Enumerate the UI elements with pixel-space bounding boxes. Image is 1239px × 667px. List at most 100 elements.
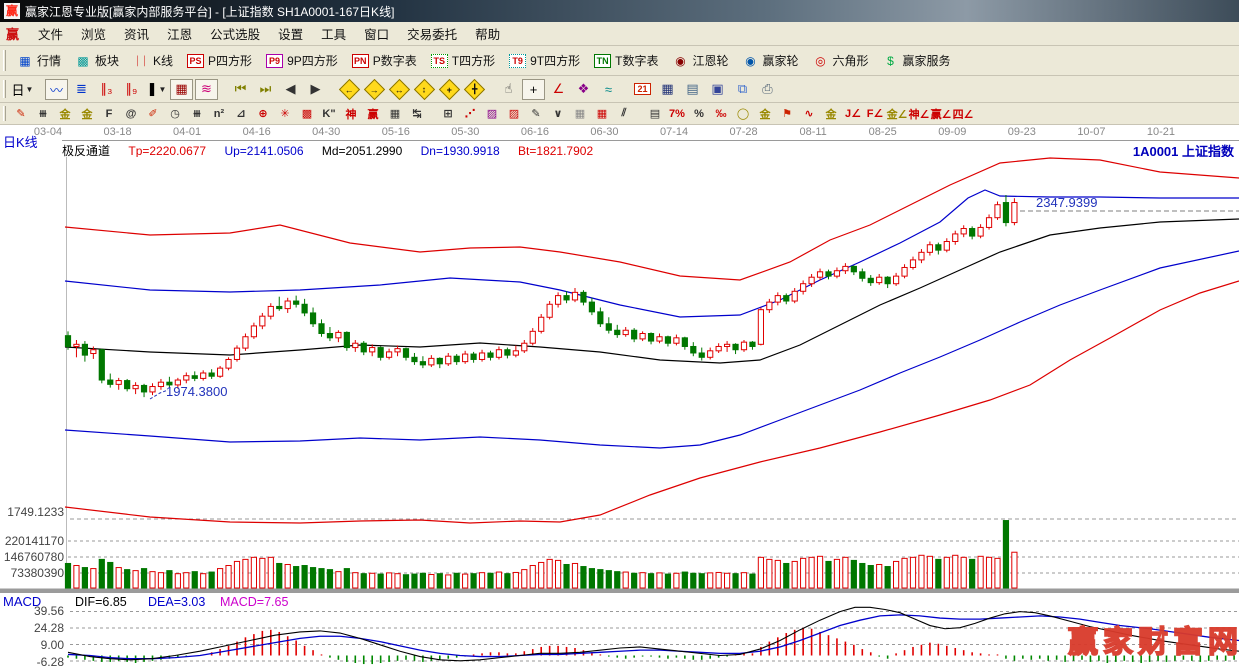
toolbar-quotes-button[interactable]: ▦ 行情 (10, 50, 68, 71)
drawing-tool-2[interactable]: 金 (59, 108, 71, 121)
prev-bar-button[interactable]: ◀ (279, 79, 302, 100)
kline-9-button[interactable]: ∥₉ (120, 79, 143, 100)
lattice-pane-button[interactable]: ▦ (170, 78, 193, 100)
drawing-tool-8[interactable]: ⧻ (192, 108, 202, 120)
drawing-tool-10[interactable]: ⊿ (236, 108, 246, 120)
drawing-tool-42[interactable]: 神∠ (908, 108, 930, 121)
menu-窗口[interactable]: 窗口 (364, 28, 390, 42)
drawing-tool-28[interactable]: ⫽ (621, 107, 627, 119)
toolbar-winner-service-button[interactable]: $ 赢家服务 (876, 50, 958, 71)
menu-交易委托[interactable]: 交易委托 (407, 28, 458, 42)
drawing-tool-17[interactable]: ▦ (389, 108, 401, 120)
notes-button[interactable]: ▤ (681, 79, 704, 100)
drawing-tool-40[interactable]: F∠ (866, 108, 884, 120)
toolbar-p-square-button[interactable]: PS P四方形 (180, 50, 259, 71)
drawing-tool-14[interactable]: K" (322, 107, 336, 120)
toolbar-t-square-button[interactable]: TS T四方形 (424, 50, 502, 71)
hand-tool-button[interactable]: ☝ (497, 79, 520, 100)
kline-3-button[interactable]: ∥₃ (95, 79, 118, 100)
info-pane-button[interactable]: ≣ (70, 79, 93, 100)
title-bar[interactable]: 赢 赢家江恩专业版[赢家内部服务平台] - [上证指数 SH1A0001-167… (0, 0, 1239, 22)
network-button[interactable]: ⧉ (731, 79, 754, 100)
drawing-tool-6[interactable]: ✐ (148, 108, 158, 120)
drawing-tool-9[interactable]: n² (213, 107, 225, 120)
toolbar-t-table-button[interactable]: TN T数字表 (587, 50, 665, 71)
drawing-tool-32[interactable]: % (694, 107, 704, 120)
menu-公式选股[interactable]: 公式选股 (210, 28, 261, 42)
period-day-button[interactable]: 日 ▼ (11, 79, 34, 100)
drawing-tool-43[interactable]: 赢∠ (930, 108, 952, 121)
drawing-tool-1[interactable]: ⧻ (38, 108, 48, 120)
drawing-tool-18[interactable]: ↹ (412, 108, 422, 120)
drawing-tool-15[interactable]: 神 (345, 108, 357, 121)
drawing-tool-25[interactable]: ∨ (553, 108, 563, 120)
zoom-out-button[interactable]: ╋ (463, 78, 486, 100)
drawing-tool-41[interactable]: 金∠ (886, 108, 908, 121)
menu-帮助[interactable]: 帮助 (475, 28, 501, 42)
crosshair-tool-button[interactable]: + (522, 78, 545, 100)
drawing-tool-38[interactable]: 金 (825, 108, 837, 121)
angle-tool-button[interactable]: ∠ (547, 79, 570, 100)
drawing-tool-24[interactable]: ✎ (531, 108, 541, 120)
drawing-tool-4[interactable]: F (105, 107, 113, 120)
drawing-tool-33[interactable]: ‰ (715, 107, 727, 120)
drawing-tool-31[interactable]: 7% (669, 107, 685, 120)
calculator-button[interactable]: ▦ (656, 79, 679, 100)
drawing-tool-22[interactable]: ▨ (486, 108, 498, 120)
drawing-tool-26[interactable]: ▦ (574, 108, 586, 120)
save-button[interactable]: ▣ (706, 79, 729, 100)
next-bar-button[interactable]: ▶ (304, 79, 327, 100)
drawing-tool-3[interactable]: 金 (81, 108, 93, 121)
menu-江恩[interactable]: 江恩 (167, 28, 193, 42)
menu-浏览[interactable]: 浏览 (81, 28, 107, 42)
menu-工具[interactable]: 工具 (321, 28, 347, 42)
zoom-right-button[interactable]: → (363, 78, 386, 100)
zoom-left-button[interactable]: ← (338, 78, 361, 100)
zigzag-pane-button[interactable]: 〰 (45, 78, 68, 100)
toolbar-kline-button[interactable]: ᛁᛁ K线 (126, 50, 180, 71)
drawing-tool-20[interactable]: ⊞ (443, 108, 453, 120)
drawing-tool-27[interactable]: ▦ (596, 108, 608, 120)
drawing-tool-7[interactable]: ◷ (170, 108, 180, 120)
zoom-v-button[interactable]: ↕ (413, 78, 436, 100)
drawing-tool-44[interactable]: 四∠ (952, 108, 974, 121)
drawing-tool-23[interactable]: ▨ (508, 108, 520, 120)
menu-设置[interactable]: 设置 (278, 28, 304, 42)
toolbar-9p-square-button[interactable]: P9 9P四方形 (259, 50, 345, 71)
drawing-tool-37[interactable]: ∿ (804, 108, 814, 120)
drawing-tool-12[interactable]: ✳ (280, 108, 290, 120)
drawing-tool-0[interactable]: ✎ (16, 108, 26, 120)
gann-shape-tool-button[interactable]: ❖ (572, 79, 595, 100)
histogram-pane-button[interactable]: ≋ (195, 78, 218, 100)
toolbar-9t-square-button[interactable]: T9 9T四方形 (502, 50, 587, 71)
last-bar-button[interactable]: ⏭ (254, 79, 277, 100)
kline-chart[interactable] (0, 157, 1239, 667)
drawing-tool-34[interactable]: ◯ (736, 108, 750, 120)
toolbar-winner-wheel-button[interactable]: ◉ 赢家轮 (735, 50, 805, 71)
zoom-in-button[interactable]: + (438, 78, 461, 100)
menu-文件[interactable]: 文件 (38, 28, 64, 42)
print-button[interactable]: ⎙ (756, 79, 779, 100)
date-axis: 03-04 03-18 04-01 04-16 04-30 05-16 05-30 06-16… (0, 126, 1239, 141)
drawing-tool-11[interactable]: ⊕ (258, 108, 268, 120)
toolbar-sectors-button[interactable]: ▩ 板块 (68, 50, 126, 71)
drawing-tool-35[interactable]: 金 (759, 108, 771, 121)
drawing-tool-39[interactable]: J∠ (845, 108, 861, 120)
drawing-tool-5[interactable]: @ (125, 107, 137, 120)
toolbar-p-table-button[interactable]: PN P数字表 (345, 50, 424, 71)
zoom-h-button[interactable]: ↔ (388, 78, 411, 100)
menu-资讯[interactable]: 资讯 (124, 28, 150, 42)
drawing-tool-16[interactable]: 赢 (367, 108, 379, 121)
kline-icon: ᛁᛁ (133, 53, 149, 68)
drawing-tool-21[interactable]: ⋰ (464, 108, 476, 120)
chart-canvas[interactable]: 2347.9399 1974.3800 1749.1233 220141170 … (0, 157, 1239, 667)
calendar-button[interactable]: 21 (631, 79, 654, 100)
drawing-tool-13[interactable]: ▩ (301, 108, 313, 120)
first-bar-button[interactable]: ⏮ (229, 79, 252, 100)
toolbar-hexagon-button[interactable]: ◎ 六角形 (806, 50, 876, 71)
drawing-tool-36[interactable]: ⚑ (782, 108, 792, 120)
kline-style-button[interactable]: ❚ ▼ (145, 79, 168, 100)
wave-tool-button[interactable]: ≈ (597, 79, 620, 100)
toolbar-gann-wheel-button[interactable]: ◉ 江恩轮 (665, 50, 735, 71)
drawing-tool-30[interactable]: ▤ (649, 108, 661, 120)
